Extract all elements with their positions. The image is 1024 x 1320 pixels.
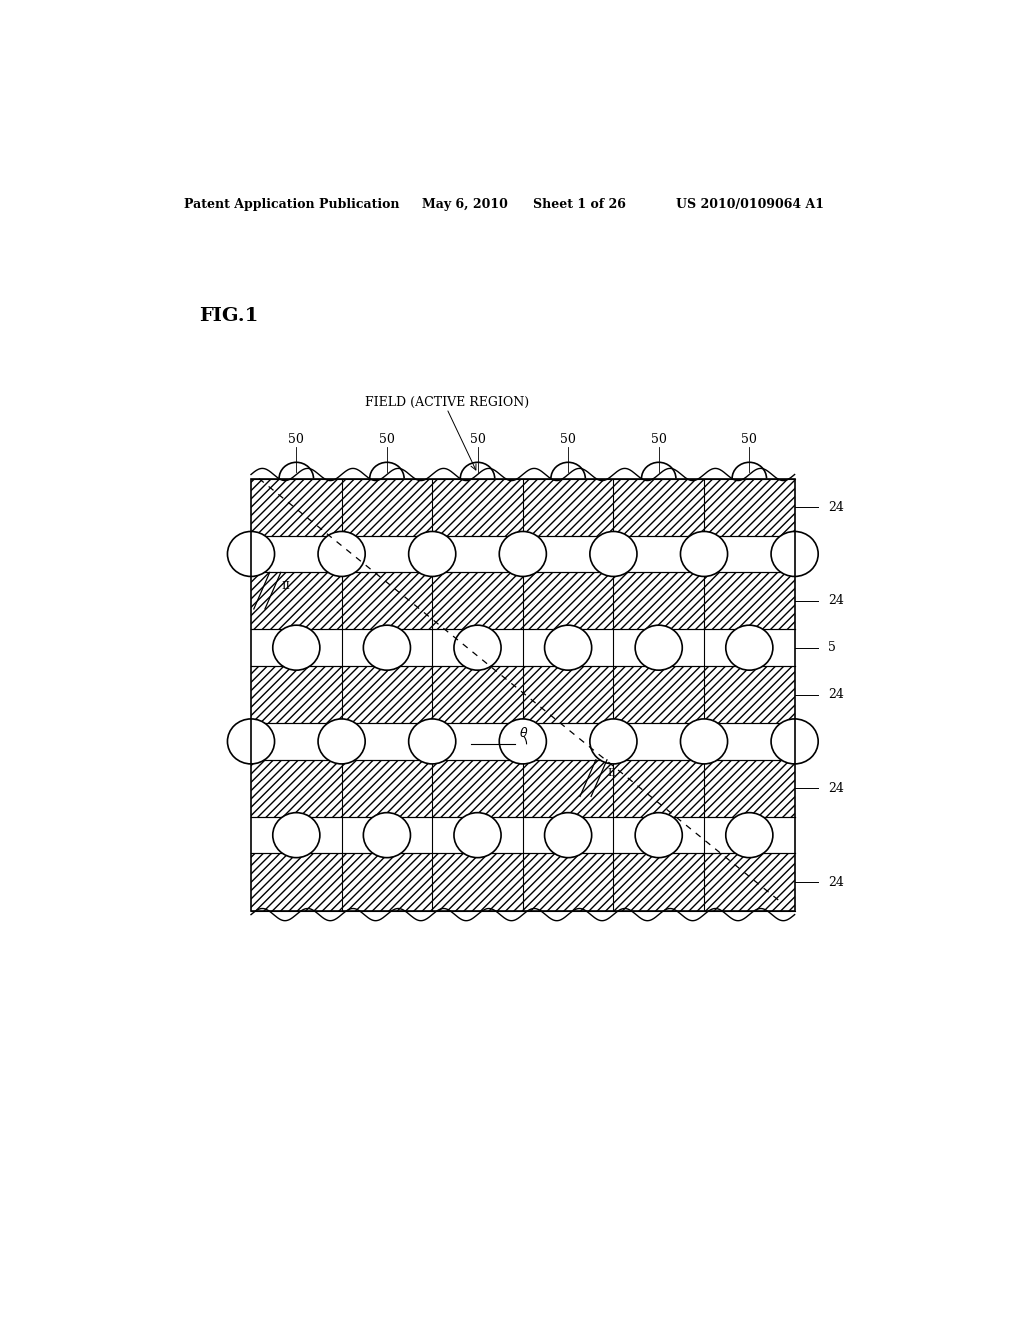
Text: Sheet 1 of 26: Sheet 1 of 26 — [532, 198, 626, 211]
Text: FIELD (ACTIVE REGION): FIELD (ACTIVE REGION) — [365, 396, 528, 409]
Ellipse shape — [409, 719, 456, 764]
Bar — [251, 854, 795, 911]
Text: $\theta$: $\theta$ — [518, 726, 528, 741]
Text: 50: 50 — [651, 433, 667, 446]
Text: Patent Application Publication: Patent Application Publication — [183, 198, 399, 211]
Text: II: II — [608, 768, 616, 777]
Text: 50: 50 — [470, 433, 485, 446]
Text: FIG.1: FIG.1 — [200, 308, 259, 325]
Ellipse shape — [681, 532, 728, 577]
Ellipse shape — [545, 626, 592, 671]
Ellipse shape — [545, 813, 592, 858]
Bar — [251, 479, 795, 911]
Ellipse shape — [635, 626, 682, 671]
Bar — [251, 760, 795, 817]
Text: 50: 50 — [741, 433, 758, 446]
Ellipse shape — [364, 813, 411, 858]
Ellipse shape — [318, 719, 366, 764]
Text: 24: 24 — [828, 500, 844, 513]
Ellipse shape — [409, 532, 456, 577]
Ellipse shape — [771, 719, 818, 764]
Text: 24: 24 — [828, 688, 844, 701]
Text: 50: 50 — [289, 433, 304, 446]
Text: 50: 50 — [560, 433, 577, 446]
Text: 24: 24 — [828, 594, 844, 607]
Bar — [251, 479, 795, 536]
Ellipse shape — [227, 532, 274, 577]
Ellipse shape — [500, 719, 547, 764]
Ellipse shape — [726, 813, 773, 858]
Ellipse shape — [771, 532, 818, 577]
Ellipse shape — [272, 813, 319, 858]
Ellipse shape — [500, 532, 547, 577]
Text: 24: 24 — [828, 875, 844, 888]
Text: 24: 24 — [828, 781, 844, 795]
Ellipse shape — [726, 626, 773, 671]
Text: 5: 5 — [828, 642, 836, 655]
Text: 50: 50 — [379, 433, 395, 446]
Text: II: II — [282, 581, 291, 590]
Ellipse shape — [635, 813, 682, 858]
Ellipse shape — [454, 626, 501, 671]
Ellipse shape — [318, 532, 366, 577]
Ellipse shape — [364, 626, 411, 671]
Text: May 6, 2010: May 6, 2010 — [422, 198, 508, 211]
Ellipse shape — [590, 719, 637, 764]
Bar — [251, 667, 795, 723]
Text: US 2010/0109064 A1: US 2010/0109064 A1 — [676, 198, 823, 211]
Bar — [251, 573, 795, 630]
Ellipse shape — [272, 626, 319, 671]
Ellipse shape — [227, 719, 274, 764]
Ellipse shape — [590, 532, 637, 577]
Ellipse shape — [681, 719, 728, 764]
Ellipse shape — [454, 813, 501, 858]
